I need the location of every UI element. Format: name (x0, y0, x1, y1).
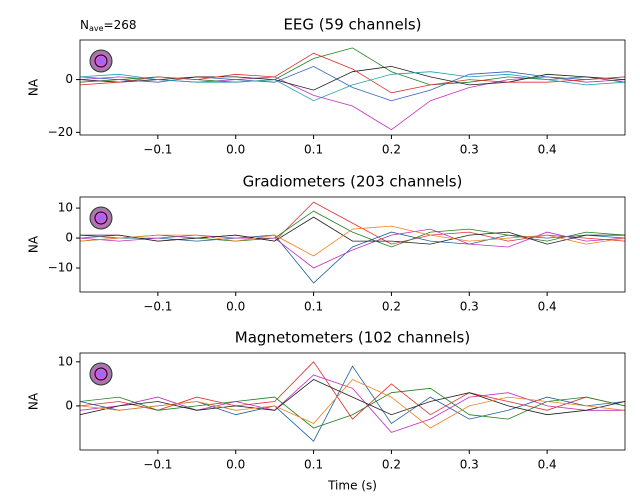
trace (80, 365, 625, 442)
trace (80, 52, 625, 94)
y-tick-label: 10 (58, 354, 73, 368)
head-icon (89, 49, 113, 73)
trace (80, 65, 625, 91)
axes-frame (79, 39, 626, 136)
panel-title: EEG (59 channels) (283, 16, 421, 34)
y-axis-label: NA (27, 78, 41, 96)
x-tick-label: 0.2 (382, 458, 401, 472)
trace (80, 374, 625, 433)
x-tick-label: 0.1 (304, 300, 323, 314)
y-tick-label: 10 (58, 201, 73, 215)
x-tick-label: 0.4 (538, 300, 557, 314)
x-tick-label: 0.1 (304, 143, 323, 157)
x-axis-label: Time (s) (327, 479, 377, 493)
y-axis-label: NA (27, 392, 41, 410)
x-tick-label: 0.3 (460, 300, 479, 314)
panel-title: Gradiometers (203 channels) (243, 173, 463, 191)
axes-frame (79, 196, 626, 293)
y-tick-label: 0 (65, 72, 73, 86)
x-tick-label: 0.0 (226, 300, 245, 314)
head-icon-inner (94, 367, 108, 381)
y-tick-label: −10 (48, 261, 73, 275)
trace (80, 231, 625, 284)
traces (80, 201, 625, 284)
x-tick-label: −0.1 (143, 458, 172, 472)
x-tick-label: 0.1 (304, 458, 323, 472)
x-tick-label: 0.0 (226, 143, 245, 157)
annotation-base: N (80, 18, 89, 32)
x-tick-label: 0.4 (538, 458, 557, 472)
x-tick-label: 0.2 (382, 300, 401, 314)
annotation-rest: =268 (104, 18, 137, 32)
trace (80, 225, 625, 257)
axes-frame (79, 352, 626, 451)
head-icon-inner (94, 54, 108, 68)
x-tick-label: −0.1 (143, 143, 172, 157)
y-tick-label: 0 (65, 231, 73, 245)
x-tick-label: −0.1 (143, 300, 172, 314)
y-axis-label: NA (27, 235, 41, 253)
trace (80, 361, 625, 420)
trace (80, 379, 625, 429)
trace (80, 216, 625, 245)
head-icon (89, 206, 113, 230)
y-tick-label: 0 (65, 398, 73, 412)
y-tick-label: −20 (48, 125, 73, 139)
x-tick-label: 0.4 (538, 143, 557, 157)
annotation: Nave=268 (80, 18, 137, 33)
trace (80, 210, 625, 248)
x-tick-label: 0.3 (460, 458, 479, 472)
x-tick-label: 0.0 (226, 458, 245, 472)
annotation-sub: ave (89, 24, 104, 33)
trace (80, 228, 625, 269)
head-icon (89, 362, 113, 386)
trace (80, 387, 625, 429)
trace (80, 71, 625, 102)
panel-title: Magnetometers (102 channels) (235, 329, 470, 347)
x-tick-label: 0.2 (382, 143, 401, 157)
traces (80, 361, 625, 442)
x-tick-label: 0.3 (460, 143, 479, 157)
head-icon-inner (94, 211, 108, 225)
traces (80, 47, 625, 131)
